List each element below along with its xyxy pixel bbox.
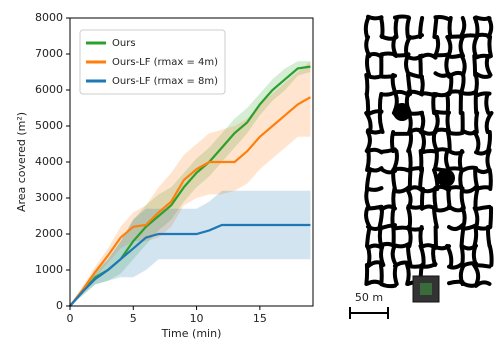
road xyxy=(484,16,494,267)
x-axis-label: Time (min) xyxy=(161,327,222,340)
road xyxy=(366,147,492,156)
y-tick-label: 7000 xyxy=(35,47,63,60)
road xyxy=(366,51,492,61)
road xyxy=(366,70,492,80)
scale-bar: 50 m xyxy=(349,291,389,319)
junction xyxy=(437,169,455,187)
x-tick-label: 10 xyxy=(190,312,204,325)
road xyxy=(404,16,413,286)
scale-label: 50 m xyxy=(355,291,383,304)
plot-frame xyxy=(69,17,314,307)
road xyxy=(379,89,492,98)
road xyxy=(366,260,492,270)
road xyxy=(366,223,492,232)
road xyxy=(418,16,426,286)
y-tick-label: 4000 xyxy=(35,155,63,168)
legend-label: Ours-LF (rmax = 8m) xyxy=(112,76,218,87)
map xyxy=(363,14,494,289)
road xyxy=(366,14,492,22)
legend-label: Ours-LF (rmax = 4m) xyxy=(112,57,218,68)
junction xyxy=(393,103,411,121)
road xyxy=(457,16,467,286)
road xyxy=(366,184,492,194)
road xyxy=(431,16,441,267)
band xyxy=(70,190,311,306)
y-tick-label: 5000 xyxy=(35,119,63,132)
road xyxy=(389,16,399,286)
road xyxy=(366,127,478,136)
band xyxy=(70,61,311,307)
line xyxy=(69,96,312,307)
road xyxy=(366,204,492,213)
road xyxy=(366,241,478,251)
line xyxy=(69,223,311,307)
x-tick-label: 5 xyxy=(130,312,137,325)
road xyxy=(379,32,492,41)
legend-label: Ours xyxy=(112,38,136,49)
y-tick-label: 8000 xyxy=(35,11,63,24)
y-tick-label: 6000 xyxy=(35,83,63,96)
y-tick-label: 2000 xyxy=(35,227,63,240)
x-tick-label: 0 xyxy=(67,312,74,325)
y-tick-label: 3000 xyxy=(35,191,63,204)
legend: Ours Ours-LF (rmax = 4m) Ours-LF (rmax = 8… xyxy=(79,29,226,95)
road xyxy=(363,16,373,286)
y-axis-label: Area covered (m²) xyxy=(15,112,28,212)
x-tick-label: 15 xyxy=(253,312,267,325)
y-tick-label: 0 xyxy=(56,299,63,312)
robot-icon-inner xyxy=(420,283,432,295)
road xyxy=(377,16,386,286)
road xyxy=(471,16,481,286)
legend-box xyxy=(79,29,226,95)
y-tick-label: 1000 xyxy=(35,263,63,276)
